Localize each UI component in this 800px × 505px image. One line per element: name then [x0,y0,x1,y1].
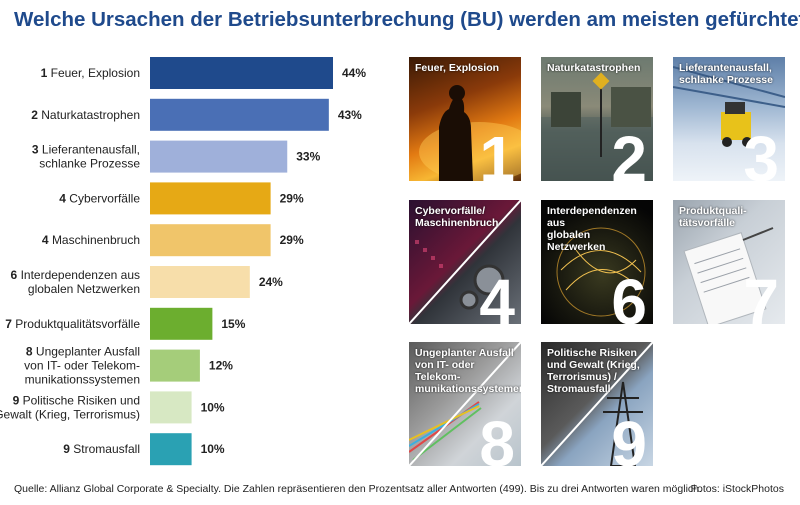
clipboard-image [673,200,785,324]
rank-number: 8 [26,345,36,359]
tile-warehouse: Lieferantenausfall, schlanke Prozesse 3 [673,57,785,181]
warehouse-image [673,57,785,181]
tile-cyber: Cybervorfälle/ Maschinenbruch 4 [409,200,521,324]
bar [150,140,288,173]
bar [150,224,271,257]
tile-fire: Feuer, Explosion 1 [409,57,521,181]
rank-number: 4 [42,233,52,247]
tile-caption: Ungeplanter Ausfall von IT- oder Telekom… [415,347,521,395]
fire-image [409,57,521,181]
chart-title: Welche Ursachen der Betriebsunterbrechun… [14,8,800,31]
globe-image [541,200,653,324]
tile-number: 9 [611,408,647,466]
rank-number: 9 [63,442,73,456]
bar [150,98,329,131]
rank-number: 9 [13,393,23,407]
value-label: 29% [280,233,304,247]
diagonal-divider [409,342,521,466]
bar [150,349,200,382]
tile-flood: Naturkatastrophen 2 [541,57,653,181]
tile-number: 6 [611,266,647,324]
category-label: 6 Interdependenzen aus globalen Netzwerke… [11,268,140,296]
rank-number: 7 [5,317,15,331]
diagonal-divider [541,342,653,466]
category-label: 9 Politische Risiken und Gewalt (Krieg, T… [0,393,140,421]
tile-caption: Politische Risiken und Gewalt (Krieg, Te… [547,347,640,395]
bar [150,57,333,89]
tile-caption: Lieferantenausfall, schlanke Prozesse [679,62,773,86]
category-label: 2 Naturkatastrophen [31,108,140,122]
rank-number: 3 [32,143,42,157]
category-label: 4 Cybervorfälle [59,191,140,205]
tile-fiber: Ungeplanter Ausfall von IT- oder Telekom… [409,342,521,466]
value-label: 10% [201,442,225,456]
value-label: 10% [201,400,225,414]
tile-globe: Interdependenzen aus globalen Netzwerken… [541,200,653,324]
bar [150,266,250,298]
bar [150,307,213,340]
tile-number: 3 [743,123,779,181]
category-label: 8 Ungeplanter Ausfall von IT- oder Teleko… [24,345,140,387]
flood-image [541,57,653,181]
bar [150,182,271,215]
rank-number: 1 [41,66,51,80]
category-label: 9 Stromausfall [63,442,140,456]
tile-pylon: Politische Risiken und Gewalt (Krieg, Te… [541,342,653,466]
rank-number: 4 [59,191,69,205]
tile-number: 2 [611,123,647,181]
category-label: 4 Maschinenbruch [42,233,140,247]
tile-caption: Interdependenzen aus globalen Netzwerken [547,205,637,253]
value-label: 33% [296,150,320,164]
value-label: 44% [342,66,366,80]
tile-number: 1 [479,123,515,181]
tile-clipboard: Produktquali- tätsvorfälle 7 [673,200,785,324]
diagonal-divider [409,200,521,324]
value-label: 29% [280,191,304,205]
value-label: 43% [338,108,362,122]
tile-number: 4 [479,266,515,324]
tile-number: 7 [743,266,779,324]
tile-caption: Naturkatastrophen [547,62,641,74]
bar [150,433,192,466]
tile-caption: Feuer, Explosion [415,62,500,74]
category-label: 1 Feuer, Explosion [41,66,140,80]
value-label: 15% [221,317,245,331]
photo-credit: Fotos: iStockPhotos [690,483,784,495]
value-label: 24% [259,275,283,289]
tile-caption: Produktquali- tätsvorfälle [679,205,747,229]
rank-number: 6 [11,268,21,282]
bar-chart: 44% 1 Feuer, Explosion 43% 2 Naturkatastrop… [0,57,366,466]
rank-number: 2 [31,108,41,122]
category-label: 3 Lieferantenausfall, schlanke Prozesse [32,143,140,171]
tile-caption: Cybervorfälle/ Maschinenbruch [415,205,499,229]
category-label: 7 Produktqualitätsvorfälle [5,317,140,331]
tile-number: 8 [479,408,515,466]
source-note: Quelle: Allianz Global Corporate & Speci… [14,483,702,495]
value-label: 12% [209,359,233,373]
bar [150,391,192,424]
